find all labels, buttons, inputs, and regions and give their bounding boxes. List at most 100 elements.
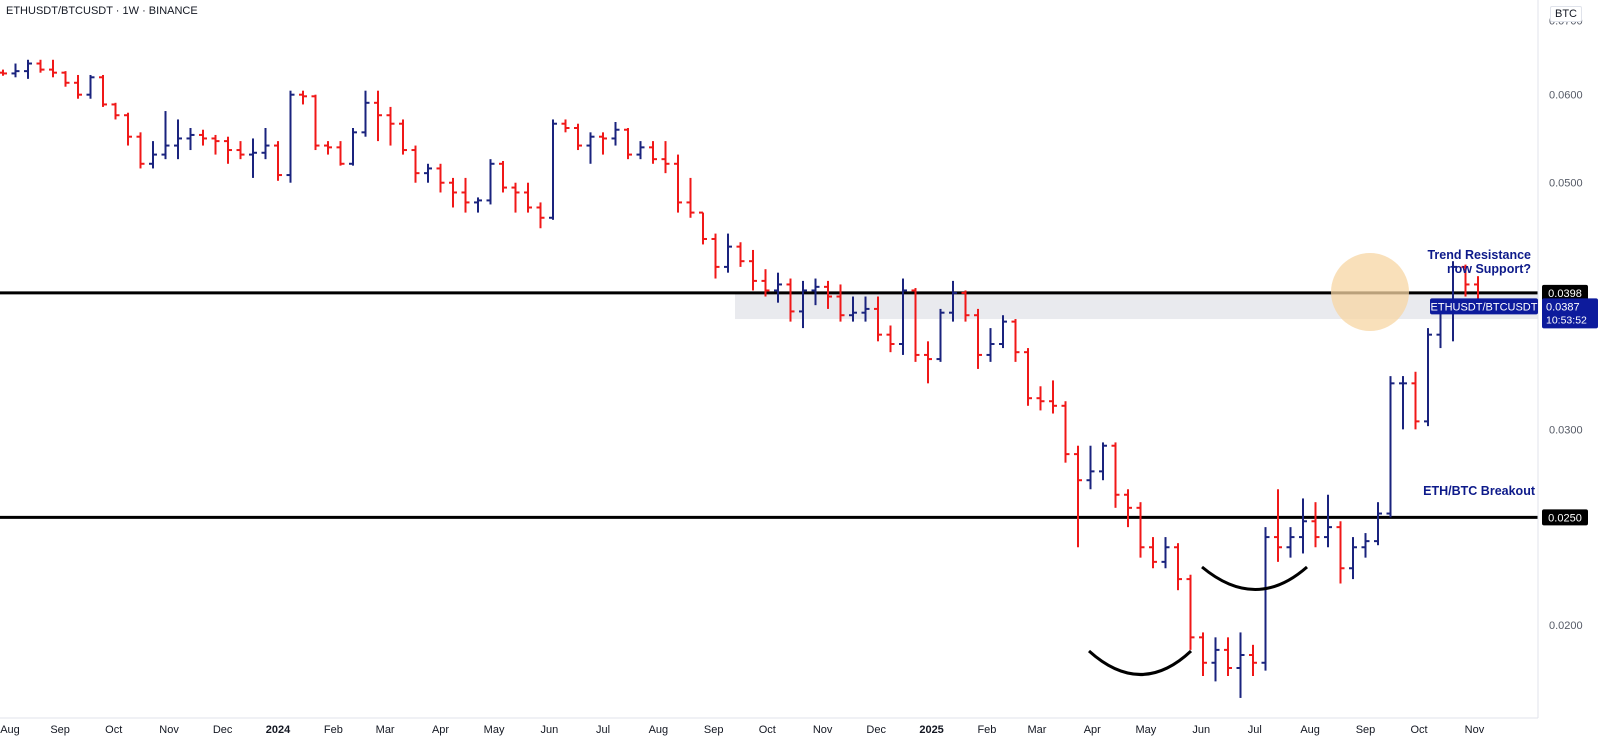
ohlc-bar — [1011, 319, 1020, 362]
ohlc-bar — [786, 278, 795, 322]
ohlc-bar — [649, 141, 657, 164]
ohlc-bar — [124, 112, 132, 146]
ohlc-bar — [1174, 543, 1182, 591]
ohlc-bar — [699, 211, 707, 245]
x-tick-label: Jun — [541, 724, 559, 736]
x-tick-label: Dec — [213, 724, 233, 736]
ohlc-bar — [374, 90, 382, 142]
ohlc-bar — [661, 141, 670, 174]
ohlc-bar — [436, 163, 445, 193]
ohlc-bar — [549, 119, 557, 220]
ohlc-bar — [1161, 537, 1170, 569]
x-tick-label: Dec — [866, 724, 886, 736]
x-tick-label: Feb — [977, 724, 996, 736]
ohlc-bar — [1299, 498, 1307, 554]
last-price-badge — [1542, 298, 1598, 329]
ohlc-bar — [949, 280, 957, 322]
ohlc-bar — [1136, 502, 1145, 558]
ohlc-bar — [499, 161, 507, 193]
ohlc-bar — [36, 59, 45, 73]
ohlc-bar — [524, 182, 532, 213]
symbol-badge[interactable] — [1430, 298, 1538, 315]
ohlc-bar — [349, 127, 357, 166]
ohlc-bar — [1261, 527, 1270, 671]
countdown-text: 10:53:52 — [1546, 314, 1587, 326]
ohlc-bar — [1074, 445, 1082, 548]
ohlc-bar — [1424, 328, 1432, 427]
ohlc-bar — [199, 129, 207, 146]
ohlc-bar — [149, 141, 157, 169]
ohlc-bar — [1211, 637, 1220, 682]
x-tick-label: Oct — [1411, 724, 1428, 736]
ohlc-bar — [336, 141, 345, 166]
x-tick-label: Aug — [1300, 724, 1320, 736]
ohlc-bar — [461, 177, 470, 213]
ohlc-bar — [1461, 264, 1470, 297]
ohlc-bar — [1286, 527, 1295, 558]
ohlc-bar — [449, 177, 457, 208]
ohlc-bar — [1399, 376, 1407, 430]
ohlc-bar — [0, 69, 7, 76]
ohlc-bar — [999, 315, 1007, 349]
currency-label[interactable]: BTC — [1550, 6, 1582, 22]
ohlc-bar — [636, 141, 645, 160]
ohlc-bar — [86, 74, 95, 99]
x-tick-label: 2024 — [266, 724, 291, 736]
ohlc-bar — [49, 59, 57, 78]
ohlc-bar — [1411, 371, 1420, 430]
ohlc-bar — [849, 296, 857, 322]
ohlc-bar — [74, 74, 82, 99]
ohlc-bar — [911, 288, 920, 362]
ohlc-bar — [724, 233, 732, 273]
ohlc-bar — [1236, 632, 1245, 698]
ohlc-bar — [1036, 386, 1045, 411]
support-price-text: 0.0250 — [1548, 512, 1582, 524]
x-tick-label: Feb — [324, 724, 343, 736]
ohlc-bar — [211, 134, 220, 155]
ohlc-bar — [311, 94, 320, 151]
support-price-badge — [1542, 509, 1588, 526]
ohlc-bar — [486, 159, 495, 205]
ohlc-bar — [749, 249, 757, 291]
ohlc-bar — [686, 177, 695, 218]
ohlc-bar — [961, 290, 970, 322]
ohlc-bar — [861, 296, 870, 322]
ohlc-bar — [61, 71, 70, 87]
ohlc-bar — [111, 102, 120, 120]
ohlc-bar — [411, 145, 420, 183]
ohlc-bar — [736, 242, 745, 267]
trend-annotation: Trend Resistance now Support? — [1427, 248, 1531, 276]
ohlc-bar — [986, 328, 995, 362]
symbol-badge-text: ETHUSDT/BTCUSDT — [1431, 301, 1538, 313]
highlight-circle — [1331, 253, 1409, 331]
ohlc-bar — [674, 154, 682, 213]
ohlc-bar — [536, 202, 545, 229]
ohlc-bar — [511, 182, 520, 213]
y-tick-label: 0.0500 — [1549, 178, 1583, 190]
ohlc-bar — [586, 132, 595, 164]
y-tick-label: 0.0600 — [1549, 90, 1583, 102]
ohlc-bar — [24, 59, 32, 79]
x-tick-label: Oct — [105, 724, 122, 736]
ohlc-bar — [1199, 632, 1207, 676]
ohlc-bar — [1386, 376, 1395, 518]
ohlc-bar — [1336, 521, 1345, 584]
ohlc-bar — [1124, 489, 1132, 528]
ohlc-bar — [574, 123, 582, 151]
ohlc-bar — [186, 127, 195, 151]
ohlc-bar — [1249, 644, 1257, 676]
ohlc-bar — [399, 119, 407, 155]
x-tick-label: Nov — [159, 724, 179, 736]
resistance-price-text: 0.0398 — [1548, 288, 1582, 300]
ohlc-bar — [174, 119, 182, 160]
trend-annotation-line: Trend Resistance — [1427, 248, 1531, 262]
x-tick-label: May — [484, 724, 505, 736]
ohlc-bar — [799, 280, 807, 329]
ohlc-bar — [561, 119, 570, 133]
y-tick-label: 0.0300 — [1549, 424, 1583, 436]
ohlc-bar — [224, 136, 232, 164]
trend-annotation-line: now Support? — [1447, 262, 1531, 276]
x-tick-label: Aug — [649, 724, 669, 736]
ohlc-bar — [1186, 574, 1195, 650]
x-tick-label: Jun — [1192, 724, 1210, 736]
